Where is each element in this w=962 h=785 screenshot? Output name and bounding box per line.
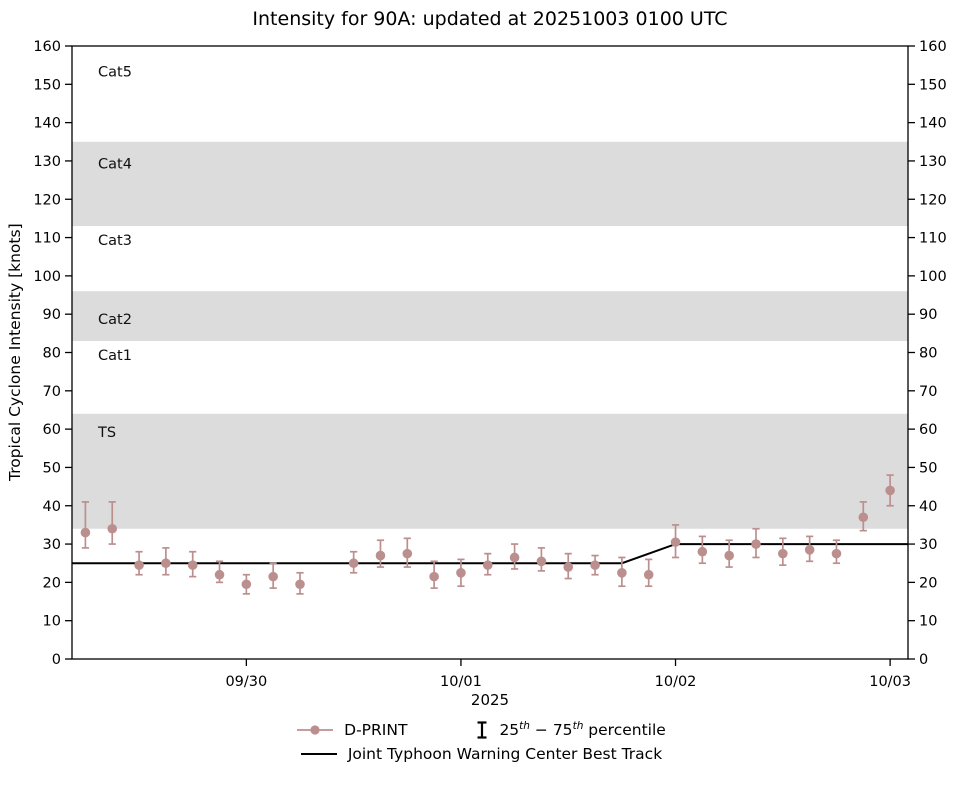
dprint-point — [241, 579, 252, 590]
y-tick-label-left: 100 — [33, 269, 61, 285]
legend-row-2: Joint Typhoon Warning Center Best Track — [300, 745, 662, 763]
y-tick-label-right: 50 — [919, 460, 937, 476]
chart-title: Intensity for 90A: updated at 20251003 0… — [252, 8, 728, 30]
dprint-point — [858, 512, 869, 523]
y-tick-label-left: 150 — [33, 77, 61, 93]
dprint-point — [80, 527, 91, 538]
dprint-point — [885, 485, 895, 496]
y-tick-label-left: 70 — [43, 384, 61, 400]
y-tick-label-right: 140 — [919, 116, 947, 132]
category-band-cat4 — [72, 141, 908, 227]
category-band-cat2 — [72, 291, 908, 342]
category-labels: Cat5 Cat4 Cat3 Cat2 Cat1 TS — [97, 65, 132, 441]
intensity-chart: Cat5 Cat4 Cat3 Cat2 Cat1 TS 0 0 10 10 20 20 30 30 40 40… — [33, 39, 946, 690]
dprint-point — [268, 571, 278, 582]
dprint-point — [214, 569, 225, 580]
dprint-point — [778, 548, 788, 559]
dprint-point — [107, 523, 118, 534]
y-tick-label-left: 30 — [43, 537, 61, 553]
category-label-cat4: Cat4 — [98, 157, 132, 173]
category-label-cat1: Cat1 — [98, 348, 132, 364]
dprint-point — [643, 569, 654, 580]
legend-label-best-track: Joint Typhoon Warning Center Best Track — [347, 745, 663, 763]
legend-row-1: D-PRINT 25th − 75th percentile — [296, 720, 666, 740]
y-tick-label-left: 90 — [43, 307, 61, 323]
y-tick-label-right: 110 — [919, 231, 947, 247]
x-tick-label: 09/30 — [225, 674, 267, 690]
y-tick-label-left: 110 — [33, 231, 61, 247]
dprint-point — [617, 567, 627, 578]
dprint-point — [482, 560, 493, 570]
y-tick-label-right: 30 — [919, 537, 937, 553]
y-tick-label-left: 0 — [52, 652, 61, 668]
dprint-point — [295, 579, 305, 590]
legend-entry-best-track: Joint Typhoon Warning Center Best Track — [300, 745, 662, 763]
y-tick-label-left: 140 — [33, 116, 61, 132]
category-label-cat3: Cat3 — [98, 233, 132, 249]
x-axis-ticks: 09/30 10/01 10/02 10/03 — [225, 659, 911, 690]
y-tick-label-right: 10 — [919, 614, 937, 630]
y-tick-label-left: 40 — [43, 499, 61, 515]
category-label-cat2: Cat2 — [98, 312, 132, 328]
y-tick-label-left: 50 — [43, 460, 61, 476]
x-tick-label: 10/01 — [440, 674, 482, 690]
dprint-point — [187, 560, 198, 570]
dprint-point — [134, 560, 144, 570]
y-tick-label-right: 70 — [919, 384, 937, 400]
y-tick-label-right: 80 — [919, 346, 937, 362]
dprint-point — [831, 548, 842, 559]
dprint-point — [161, 558, 171, 569]
category-bands — [72, 141, 908, 529]
dprint-point — [402, 548, 413, 559]
y-tick-label-right: 150 — [919, 77, 947, 93]
legend: D-PRINT 25th − 75th percentile Joint Typ… — [0, 720, 962, 763]
dprint-point — [724, 550, 734, 561]
dprint-point — [375, 550, 386, 561]
dprint-point — [697, 546, 708, 557]
dprint-point — [456, 567, 466, 578]
dprint-marker-icon — [297, 725, 334, 735]
y-tick-label-left: 10 — [43, 614, 61, 630]
y-tick-label-right: 130 — [919, 154, 947, 170]
x-tick-label: 10/03 — [869, 674, 911, 690]
legend-entry-percentile: 25th − 75th percentile — [475, 720, 666, 740]
legend-label-dprint: D-PRINT — [344, 721, 408, 739]
y-tick-label-left: 130 — [33, 154, 61, 170]
x-axis-label: 2025 — [470, 691, 510, 709]
dprint-series — [80, 474, 895, 595]
y-tick-label-right: 60 — [919, 422, 937, 438]
y-tick-label-left: 20 — [43, 575, 61, 591]
y-tick-label-right: 120 — [919, 192, 947, 208]
best-track-line-icon — [300, 753, 337, 755]
category-label-ts: TS — [97, 425, 116, 441]
dprint-point — [429, 571, 439, 582]
dprint-point — [509, 552, 520, 563]
y-tick-label-right: 40 — [919, 499, 937, 515]
dprint-point — [590, 560, 600, 570]
y-tick-label-right: 90 — [919, 307, 937, 323]
legend-entry-dprint: D-PRINT — [296, 721, 407, 739]
best-track-line — [72, 543, 908, 565]
dprint-point — [563, 562, 574, 572]
y-tick-label-left: 160 — [33, 39, 61, 55]
dprint-point — [670, 537, 681, 547]
y-tick-label-left: 60 — [43, 422, 61, 438]
y-tick-label-right: 160 — [919, 39, 947, 55]
errorbar-icon — [477, 721, 487, 739]
legend-label-percentile: 25th − 75th percentile — [499, 720, 666, 740]
dprint-point — [804, 545, 815, 555]
y-tick-label-left: 120 — [33, 192, 61, 208]
y-tick-label-left: 80 — [43, 346, 61, 362]
dprint-point — [536, 556, 547, 567]
y-axis-ticks: 0 0 10 10 20 20 30 30 40 40 50 50 60 60 70 70 80 80 90 90 10… — [33, 39, 946, 668]
dprint-point — [751, 539, 761, 549]
dprint-point — [348, 558, 359, 569]
category-band-ts — [72, 413, 908, 529]
y-tick-label-right: 20 — [919, 575, 937, 591]
category-label-cat5: Cat5 — [98, 65, 132, 81]
x-tick-label: 10/02 — [655, 674, 697, 690]
y-tick-label-right: 100 — [919, 269, 947, 285]
y-tick-label-right: 0 — [919, 652, 928, 668]
